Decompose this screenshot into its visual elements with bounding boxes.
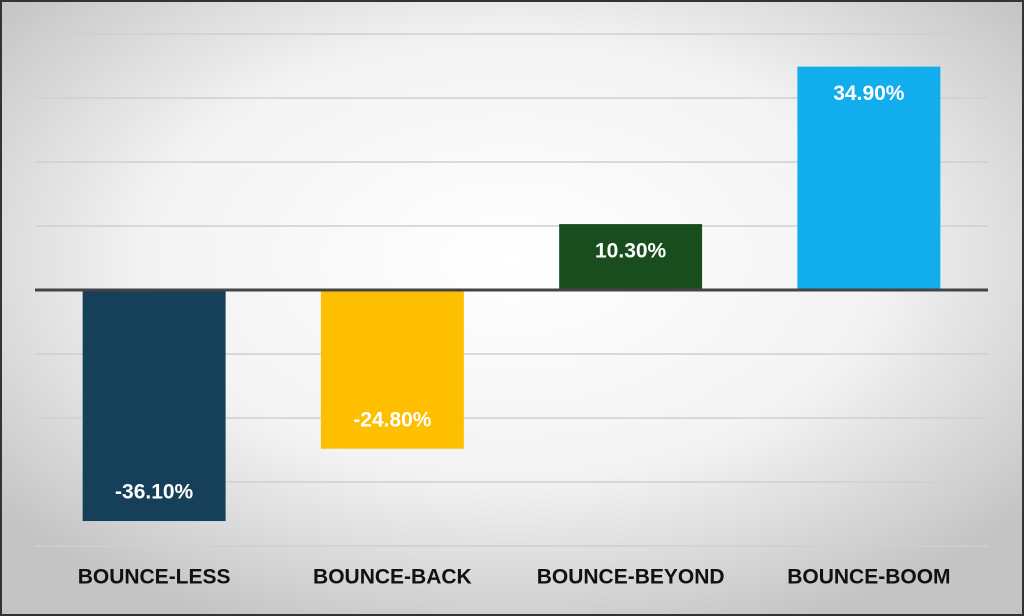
x-tick-label: BOUNCE-BEYOND bbox=[537, 566, 725, 589]
bar bbox=[797, 66, 941, 290]
value-label: 10.30% bbox=[595, 240, 667, 263]
x-tick-label: BOUNCE-BOOM bbox=[787, 566, 950, 589]
x-tick-label: BOUNCE-LESS bbox=[78, 566, 231, 589]
value-label: -24.80% bbox=[353, 408, 432, 431]
x-tick-label: BOUNCE-BACK bbox=[313, 566, 472, 589]
value-label: -36.10% bbox=[115, 481, 194, 504]
bar bbox=[559, 224, 703, 290]
bar bbox=[82, 290, 226, 522]
bar bbox=[320, 290, 464, 449]
value-label: 34.90% bbox=[833, 82, 905, 105]
